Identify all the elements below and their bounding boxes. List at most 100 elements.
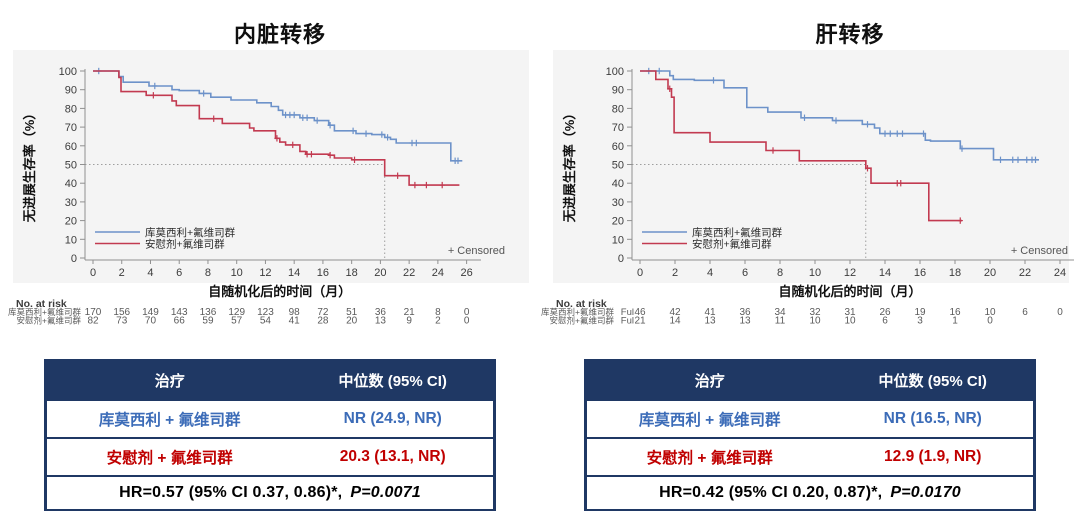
svg-text:9: 9	[406, 316, 412, 327]
svg-text:1: 1	[952, 316, 958, 327]
svg-text:80: 80	[612, 103, 624, 115]
svg-text:100: 100	[59, 66, 77, 78]
svg-text:0: 0	[987, 316, 993, 327]
svg-text:No. at risk: No. at risk	[556, 298, 607, 310]
svg-text:12: 12	[844, 267, 856, 279]
svg-text:0: 0	[1057, 307, 1063, 318]
median-cell: 20.3 (13.1, NR)	[292, 437, 495, 476]
svg-text:143: 143	[171, 307, 188, 318]
hr-text: HR=0.57 (95% CI 0.37, 0.86)*,	[119, 484, 343, 501]
axes	[627, 69, 1074, 264]
svg-text:8: 8	[777, 267, 783, 279]
svg-text:2: 2	[119, 267, 125, 279]
svg-text:80: 80	[65, 103, 77, 115]
svg-text:20: 20	[346, 316, 358, 327]
svg-text:20: 20	[65, 216, 77, 228]
svg-text:50: 50	[65, 160, 77, 172]
median-cell: 12.9 (1.9, NR)	[832, 437, 1035, 476]
svg-text:11: 11	[775, 316, 786, 327]
svg-text:库莫西利+氟维司群: 库莫西利+氟维司群	[541, 307, 614, 317]
svg-text:0: 0	[464, 316, 470, 327]
censored-note: + Censored	[1011, 245, 1068, 257]
svg-text:100: 100	[606, 66, 624, 78]
svg-text:26: 26	[460, 267, 472, 279]
svg-text:50: 50	[612, 160, 624, 172]
svg-text:28: 28	[317, 316, 329, 327]
series-curve-0	[93, 70, 463, 162]
censor-marks-1	[667, 85, 963, 224]
svg-text:70: 70	[65, 122, 77, 134]
treatment-cell: 库莫西利 + 氟维司群	[585, 399, 833, 438]
svg-text:149: 149	[142, 307, 159, 318]
svg-text:3: 3	[917, 316, 923, 327]
svg-text:98: 98	[289, 307, 301, 318]
svg-text:156: 156	[113, 307, 130, 318]
summary-row-experimental: 库莫西利 + 氟维司群 NR (24.9, NR)	[45, 399, 495, 438]
treatment-column-header: 治疗	[585, 360, 833, 400]
svg-text:2: 2	[435, 316, 441, 327]
svg-text:31: 31	[844, 307, 856, 318]
svg-text:41: 41	[704, 307, 716, 318]
svg-text:10: 10	[844, 316, 856, 327]
summary-header-row: 治疗 中位数 (95% CI)	[585, 360, 1035, 400]
svg-text:库莫西利+氟维司群: 库莫西利+氟维司群	[8, 307, 81, 317]
summary-table-liver: 治疗 中位数 (95% CI) 库莫西利 + 氟维司群 NR (16.5, NR…	[584, 359, 1036, 511]
hazard-ratio-cell: HR=0.42 (95% CI 0.20, 0.87)*, P=0.0170	[585, 475, 1035, 511]
svg-text:8: 8	[205, 267, 211, 279]
svg-text:30: 30	[612, 197, 624, 209]
svg-text:21: 21	[634, 316, 646, 327]
series-curve-1	[640, 70, 962, 222]
median-cell: NR (24.9, NR)	[292, 399, 495, 438]
median-cell: NR (16.5, NR)	[832, 399, 1035, 438]
svg-text:安慰剂+氟维司群: 安慰剂+氟维司群	[17, 316, 82, 326]
svg-text:40: 40	[612, 178, 624, 190]
svg-text:4: 4	[707, 267, 713, 279]
svg-text:20: 20	[374, 267, 386, 279]
svg-text:10: 10	[984, 307, 996, 318]
svg-text:54: 54	[260, 316, 272, 327]
svg-text:10: 10	[231, 267, 243, 279]
svg-text:34: 34	[774, 307, 786, 318]
svg-text:26: 26	[879, 307, 891, 318]
svg-text:41: 41	[289, 316, 301, 327]
svg-text:46: 46	[634, 307, 646, 318]
svg-text:0: 0	[618, 253, 624, 265]
svg-text:16: 16	[914, 267, 926, 279]
svg-text:10: 10	[809, 267, 821, 279]
svg-text:60: 60	[65, 141, 77, 153]
svg-text:14: 14	[288, 267, 300, 279]
svg-text:13: 13	[704, 316, 716, 327]
panel-liver-metastasis: 肝转移 0 10 20 30 40 50 60 70 80 90 100 0 2 4 6 8 10 12 14 16 1…	[540, 0, 1080, 511]
svg-text:59: 59	[202, 316, 214, 327]
svg-text:72: 72	[317, 307, 329, 318]
svg-text:18: 18	[346, 267, 358, 279]
svg-text:70: 70	[145, 316, 157, 327]
svg-text:30: 30	[65, 197, 77, 209]
svg-text:57: 57	[231, 316, 243, 327]
svg-text:42: 42	[669, 307, 681, 318]
svg-text:22: 22	[1019, 267, 1031, 279]
svg-text:0: 0	[90, 267, 96, 279]
svg-text:66: 66	[174, 316, 186, 327]
hr-text: HR=0.42 (95% CI 0.20, 0.87)*,	[659, 484, 883, 501]
svg-text:90: 90	[65, 85, 77, 97]
treatment-cell: 安慰剂 + 氟维司群	[585, 437, 833, 476]
summary-header-row: 治疗 中位数 (95% CI)	[45, 360, 495, 400]
svg-text:136: 136	[200, 307, 217, 318]
x-axis-label: 自随机化后的时间（月）	[778, 284, 921, 299]
svg-text:库莫西利+氟维司群: 库莫西利+氟维司群	[692, 226, 783, 239]
svg-text:60: 60	[612, 141, 624, 153]
median-crosshair	[632, 164, 867, 260]
svg-text:24: 24	[432, 267, 444, 279]
svg-text:10: 10	[65, 234, 77, 246]
svg-text:13: 13	[739, 316, 751, 327]
y-axis-label: 无进展生存率（%）	[22, 107, 37, 224]
svg-text:129: 129	[228, 307, 245, 318]
median-column-header: 中位数 (95% CI)	[292, 360, 495, 400]
